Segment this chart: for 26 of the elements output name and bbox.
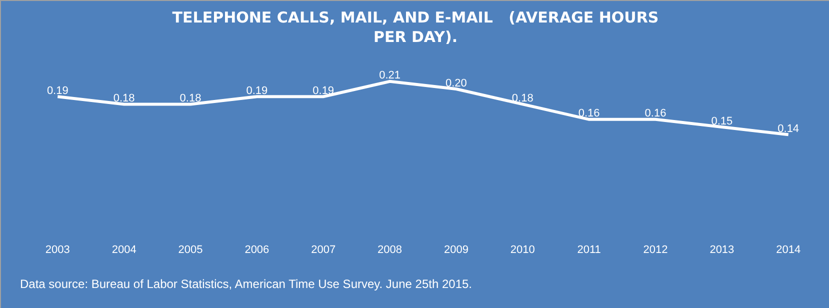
- x-tick-label: 2012: [643, 244, 668, 256]
- data-label: 0.16: [644, 108, 666, 120]
- x-tick-label: 2009: [444, 244, 468, 256]
- chart-title: TELEPHONE CALLS, MAIL, AND E-MAIL (AVERAGE HOURS PER DAY).: [172, 8, 659, 46]
- data-label: 0.18: [512, 92, 534, 104]
- data-label: 0.14: [778, 122, 800, 135]
- x-tick-label: 2010: [510, 244, 535, 256]
- data-label: 0.21: [379, 70, 400, 82]
- x-tick-label: 2008: [378, 244, 402, 256]
- data-label: 0.19: [312, 84, 334, 97]
- x-tick-label: 2011: [577, 244, 601, 256]
- data-label: 0.19: [46, 84, 68, 97]
- x-tick-label: 2005: [178, 244, 203, 256]
- x-tick-label: 2014: [776, 244, 801, 256]
- data-label: 0.19: [246, 84, 268, 97]
- x-tick-label: 2004: [112, 244, 136, 256]
- x-tick-label: 2007: [311, 244, 336, 256]
- data-label: 0.16: [578, 108, 600, 120]
- x-tick-label: 2006: [244, 244, 270, 256]
- data-label: 0.15: [711, 115, 733, 128]
- x-tick-label: 2013: [710, 244, 734, 256]
- data-label: 0.20: [446, 77, 467, 90]
- data-label: 0.18: [180, 92, 202, 104]
- x-tick-label: 2003: [45, 244, 70, 256]
- data-label: 0.18: [113, 92, 135, 104]
- source-note: Data source: Bureau of Labor Statistics, American Time Use Survey. June 25th 2015.: [20, 277, 472, 291]
